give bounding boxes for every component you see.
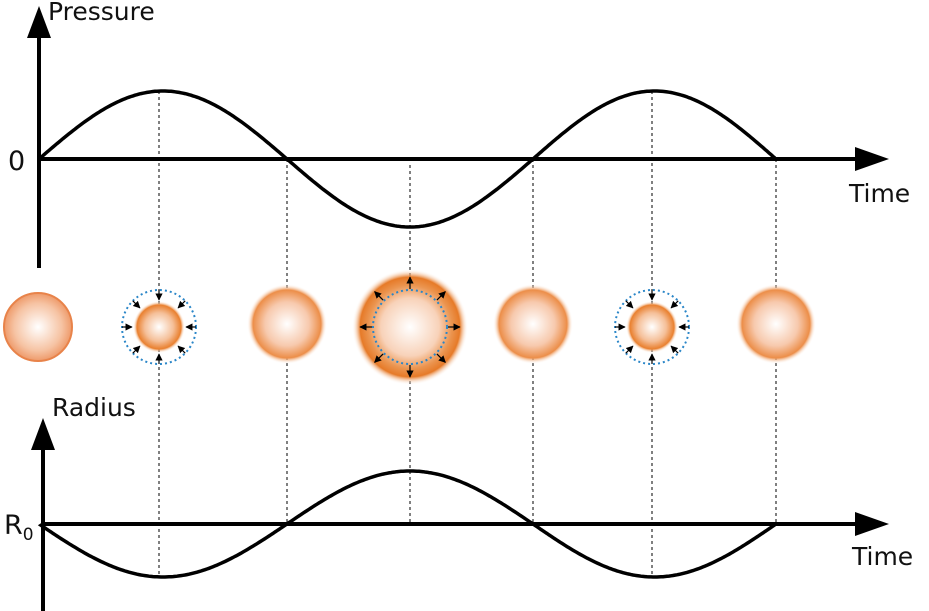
arrow-icon [436, 291, 446, 301]
radius-x-axis-arrowhead [855, 512, 889, 536]
bubble-compressed-2 [614, 289, 690, 365]
radius-axis-label: Radius [52, 393, 136, 422]
arrow-icon [436, 353, 446, 363]
arrow-icon [625, 345, 634, 354]
arrow-icon [177, 345, 186, 354]
pressure-y-axis-arrowhead [27, 6, 51, 38]
radius-zero-label: R0 [4, 510, 34, 545]
pressure-axis-label: Pressure [48, 0, 155, 26]
r-symbol: R [4, 510, 23, 541]
pressure-zero-label: 0 [8, 146, 25, 177]
arrow-icon [132, 300, 141, 309]
pressure-x-axis-arrowhead [855, 147, 889, 171]
radius-time-label: Time [851, 542, 913, 571]
pressure-plot: Pressure Time 0 [8, 0, 910, 268]
arrow-icon [374, 353, 384, 363]
outward-arrows [359, 276, 461, 378]
arrow-icon [177, 300, 186, 309]
bubble-expanded [352, 269, 468, 385]
equilibrium-radius-circle [372, 289, 448, 365]
r-subscript: 0 [23, 525, 34, 545]
bubble-rest-2 [247, 284, 327, 364]
bubble-rest-4 [736, 284, 816, 364]
arrow-icon [670, 345, 679, 354]
pressure-time-label: Time [848, 179, 910, 208]
bubble-rest-1 [3, 292, 73, 362]
radius-curve [37, 469, 777, 579]
inward-arrows [122, 290, 196, 364]
arrow-icon [374, 291, 384, 301]
arrow-icon [670, 300, 679, 309]
radius-plot: Radius Time R0 [4, 393, 913, 611]
bubble-row [3, 269, 816, 385]
bubble-rest-3 [493, 284, 573, 364]
inward-arrows [615, 290, 689, 364]
arrow-icon [625, 300, 634, 309]
radius-y-axis-arrowhead [31, 418, 55, 450]
bubble-compressed-1 [121, 289, 197, 365]
arrow-icon [132, 345, 141, 354]
